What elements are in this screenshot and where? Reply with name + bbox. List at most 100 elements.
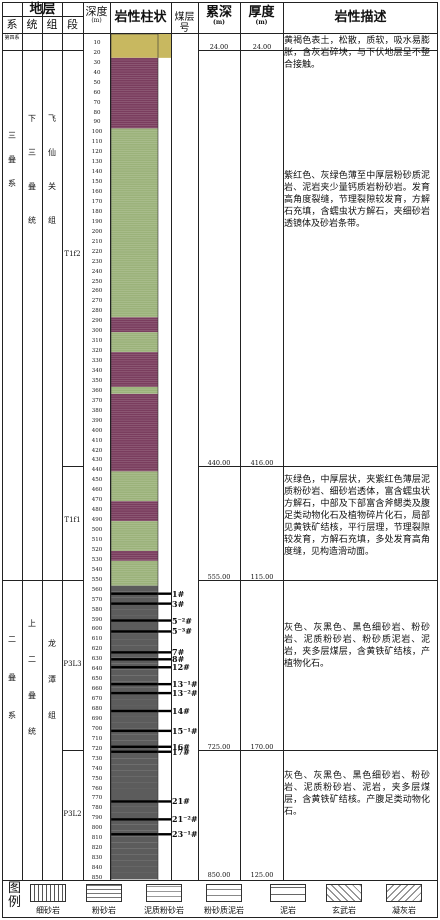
depth-tick-label: 220 bbox=[91, 248, 103, 255]
cum-depth-p3l3: 725.00 bbox=[207, 743, 231, 751]
depth-tick-label: 750 bbox=[91, 775, 103, 782]
legend-swatch bbox=[206, 884, 242, 902]
divider bbox=[110, 2, 111, 880]
depth-tick-label: 70 bbox=[93, 99, 101, 106]
sandstone-layer bbox=[111, 639, 158, 646]
sandstone-layer bbox=[111, 752, 158, 759]
triassic-system-label: 三 叠 系 bbox=[2, 130, 22, 190]
quaternary-layer bbox=[111, 34, 171, 58]
divider bbox=[62, 2, 63, 880]
legend-swatch bbox=[86, 884, 122, 902]
lithology-header: 岩性柱状 bbox=[114, 10, 167, 25]
depth-tick-label: 440 bbox=[91, 467, 103, 474]
siltstone-layer bbox=[111, 560, 158, 586]
feixianguan-text: 飞 仙 关 组 bbox=[48, 114, 56, 225]
layer-boundary bbox=[198, 750, 438, 751]
sandstone-layer bbox=[111, 758, 158, 765]
section-header: 段 bbox=[67, 18, 78, 31]
permian-system-label: 二 叠 系 bbox=[2, 630, 22, 725]
t1f2-bottom bbox=[62, 466, 83, 467]
sandstone-layer bbox=[111, 699, 158, 706]
depth-tick-label: 580 bbox=[91, 606, 103, 613]
depth-tick-label: 170 bbox=[91, 199, 103, 205]
description-p3l2: 灰色、灰黑色、黑色细砂岩、粉砂岩、泥质粉砂岩、泥岩，夹多层煤层，含黄铁矿结核。产… bbox=[284, 771, 430, 817]
depth-tick-label: 830 bbox=[91, 855, 103, 862]
depth-tick-label: 370 bbox=[91, 397, 103, 404]
depth-tick-label: 100 bbox=[91, 129, 103, 136]
sandstone-layer bbox=[111, 848, 158, 855]
depth-tick-label: 770 bbox=[91, 795, 103, 802]
depth-tick-label: 620 bbox=[91, 646, 103, 653]
coal-seam-label: 21# bbox=[172, 796, 190, 807]
depth-tick-label: 560 bbox=[91, 586, 103, 593]
depth-tick-label: 800 bbox=[91, 825, 103, 832]
depth-tick-label: 730 bbox=[91, 755, 103, 762]
sandstone-layer bbox=[111, 734, 158, 741]
coal-no-header: 煤层号 bbox=[174, 12, 195, 34]
depth-tick-label: 640 bbox=[91, 666, 103, 673]
coal-seam-label: 1# bbox=[172, 588, 185, 599]
mudstone-layer bbox=[111, 393, 158, 472]
depth-tick-label: 410 bbox=[91, 437, 103, 444]
thickness-header: 厚度 (m) bbox=[240, 5, 283, 27]
coal-seam bbox=[111, 800, 171, 803]
depth-tick-label: 290 bbox=[91, 318, 103, 325]
coal-seam bbox=[111, 682, 171, 686]
coal-seam bbox=[111, 750, 171, 753]
permian-system-text: 二 叠 系 bbox=[8, 635, 16, 720]
depth-tick-label: 330 bbox=[91, 358, 103, 365]
series-header: 统 bbox=[26, 18, 38, 31]
sandstone-layer bbox=[111, 609, 158, 616]
depth-tick-label: 130 bbox=[91, 159, 103, 166]
siltstone-layer bbox=[111, 501, 158, 522]
triassic-system-text: 三 叠 系 bbox=[8, 131, 16, 188]
coal-seam-label: 14# bbox=[172, 705, 190, 716]
quaternary-bottom bbox=[2, 50, 22, 51]
depth-tick-label: 110 bbox=[91, 139, 103, 146]
layer-boundary bbox=[198, 466, 438, 467]
stratum-header: 地层 bbox=[29, 2, 56, 17]
legend-label: 凝灰岩 bbox=[392, 906, 416, 915]
sandstone-layer bbox=[111, 800, 158, 807]
upper-permian-label: 上 二 叠 统 bbox=[22, 615, 42, 741]
depth-tick-label: 450 bbox=[91, 477, 103, 484]
depth-tick-label: 350 bbox=[91, 377, 103, 384]
quaternary-bottom bbox=[62, 50, 83, 51]
header-divider bbox=[2, 16, 83, 17]
coal-seam bbox=[111, 658, 171, 661]
sandstone-layer bbox=[111, 812, 158, 819]
depth-tick-label: 630 bbox=[91, 656, 103, 663]
legend-item: 细砂岩 bbox=[26, 884, 70, 916]
system-header: 系 bbox=[6, 18, 18, 31]
cum-depth-quaternary: 24.00 bbox=[209, 43, 229, 51]
thickness-p3l3: 170.00 bbox=[250, 743, 274, 751]
depth-tick-label: 380 bbox=[91, 407, 103, 414]
depth-tick-label: 90 bbox=[93, 119, 101, 126]
description-header: 岩性描述 bbox=[334, 10, 387, 25]
t1f2-label: T1f2 bbox=[64, 250, 81, 258]
depth-tick-label: 740 bbox=[91, 765, 103, 772]
depth-tick-label: 10 bbox=[93, 39, 101, 46]
depth-tick-label: 30 bbox=[93, 59, 101, 66]
depth-tick-label: 340 bbox=[91, 368, 103, 374]
legend-item: 玄武岩 bbox=[322, 884, 366, 916]
depth-tick-label: 570 bbox=[91, 596, 103, 603]
depth-tick-label: 530 bbox=[91, 556, 103, 563]
siltstone-layer bbox=[111, 550, 158, 561]
coal-seam bbox=[111, 619, 171, 622]
depth-tick-label: 510 bbox=[91, 537, 103, 543]
coal-seam bbox=[111, 592, 171, 595]
sandstone-layer bbox=[111, 621, 158, 628]
depth-tick-label: 390 bbox=[91, 417, 103, 424]
thickness-label: 厚度 bbox=[248, 5, 275, 20]
t1f1-label: T1f1 bbox=[64, 516, 81, 524]
sandstone-layer bbox=[111, 866, 158, 873]
depth-tick-label: 500 bbox=[91, 527, 103, 534]
sandstone-layer bbox=[111, 860, 158, 867]
mudstone-layer bbox=[111, 128, 158, 318]
sandstone-layer bbox=[111, 770, 158, 777]
divider bbox=[240, 2, 241, 880]
legend-item: 泥质粉砂岩 bbox=[142, 884, 186, 916]
coal-seam bbox=[111, 630, 171, 633]
sandstone-layer bbox=[111, 854, 158, 861]
